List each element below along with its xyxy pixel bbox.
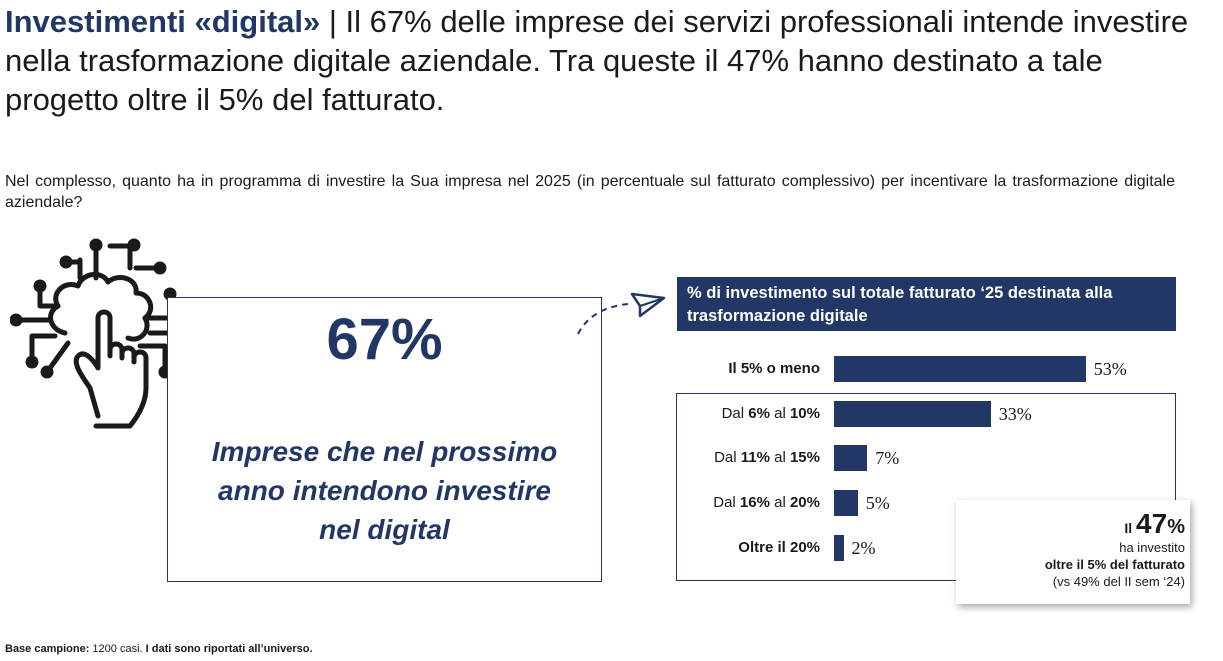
bar-value-label: 2% [851, 538, 876, 558]
footnote-sample: 1200 casi. [89, 643, 146, 655]
bar-category-part: 6% [748, 405, 770, 422]
bar-category-label: Dal 11% al 15% [620, 448, 820, 468]
bar-category-part: Dal [721, 405, 749, 422]
bar-value-label: 5% [865, 493, 890, 513]
bar [834, 445, 868, 471]
bar [834, 490, 858, 516]
bar [834, 535, 844, 561]
callout-line: ha investito [1119, 540, 1185, 555]
bar-category-part: 10% [789, 405, 820, 422]
kpi-label-line: Imprese che nel prossimo [211, 436, 558, 467]
bar-category-label: Dal 6% al 10% [620, 404, 820, 424]
bar-category-part: al [769, 405, 790, 422]
bar [834, 401, 991, 427]
footnote-note: I dati sono riportati all’universo. [145, 643, 313, 655]
title-text: Il 67% delle imprese dei servizi profess… [5, 4, 1189, 117]
kpi-card: 67% Imprese che nel prossimo anno intend… [167, 297, 602, 582]
callout-card: Il 47% ha investito oltre il 5% del fatt… [956, 500, 1190, 604]
bar-category-part: al [769, 449, 790, 466]
bar-category-part: Dal [713, 494, 740, 511]
title-separator: | [320, 4, 346, 39]
callout-line: oltre il 5% del fatturato [1044, 557, 1185, 572]
bar-value-label: 53% [1093, 359, 1127, 379]
chart-title: % di investimento sul totale fatturato ‘… [677, 277, 1176, 331]
paper-plane-arrow-icon [577, 292, 666, 335]
chart-frame [676, 393, 1176, 581]
bar-category-part: al [769, 494, 790, 511]
bar-value-label: 33% [998, 404, 1032, 424]
callout-headline: Il 47% [956, 508, 1185, 540]
title-highlight: Investimenti «digital» [5, 4, 321, 39]
bar-category-part: 15% [789, 449, 820, 466]
footnote-label: Base campione: [5, 643, 90, 655]
bar-category-part: Il 5% o meno [728, 360, 820, 377]
kpi-label-line: anno intendono investire [218, 475, 551, 506]
callout-prefix: Il [1124, 520, 1133, 536]
bar-category-label: Oltre il 20% [620, 538, 820, 558]
callout-line: (vs 49% del II sem ‘24) [1052, 574, 1185, 589]
kpi-label: Imprese che nel prossimo anno intendono … [168, 432, 601, 549]
bar-value-label: 7% [875, 448, 900, 468]
footnote: Base campione: 1200 casi. I dati sono ri… [5, 643, 313, 655]
bar-category-part: Oltre il 20% [738, 539, 820, 556]
kpi-label-line: nel digital [319, 514, 450, 545]
callout-value: 47 [1136, 508, 1168, 539]
bar-category-part: 16% [739, 494, 770, 511]
page-title: Investimenti «digital» | Il 67% delle im… [5, 2, 1215, 119]
bar-category-label: Il 5% o meno [620, 359, 820, 379]
bar-category-part: Dal [714, 449, 741, 466]
survey-question: Nel complesso, quanto ha in programma di… [5, 173, 1175, 211]
bar-category-part: 20% [789, 494, 820, 511]
bar-category-part: 11% [740, 449, 770, 466]
kpi-value: 67% [326, 307, 443, 372]
callout-unit: % [1167, 516, 1185, 538]
bar-category-label: Dal 16% al 20% [620, 493, 820, 513]
bar [834, 356, 1086, 382]
